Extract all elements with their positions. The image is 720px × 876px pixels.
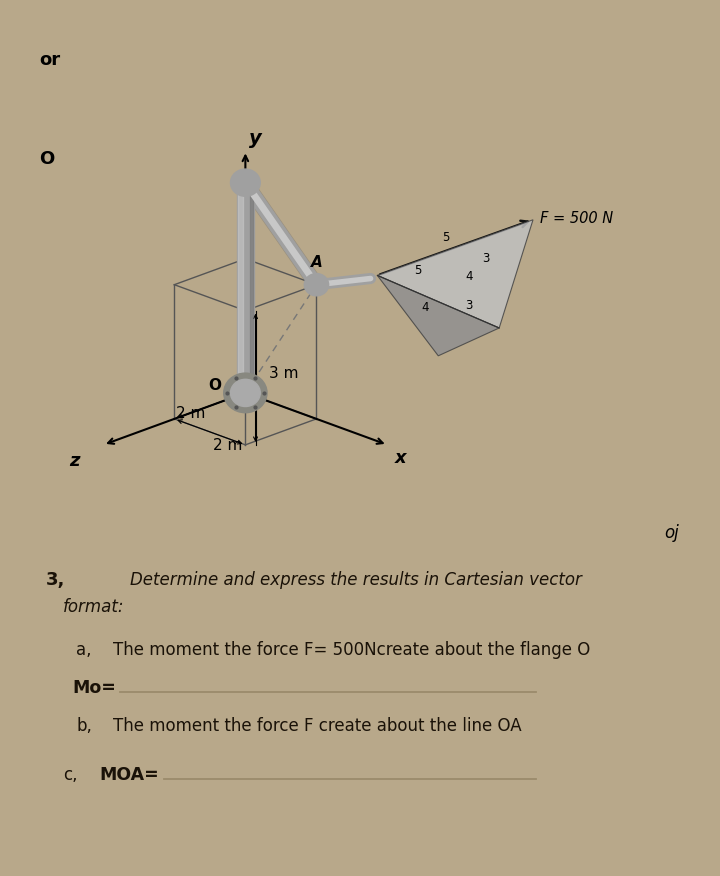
Text: 3 m: 3 m	[269, 366, 299, 381]
Text: Mo=: Mo=	[73, 679, 117, 697]
Text: 5: 5	[441, 231, 449, 244]
Text: O: O	[39, 150, 54, 168]
Circle shape	[224, 373, 267, 413]
Text: The moment the force F= 500Ncreate about the flange O: The moment the force F= 500Ncreate about…	[114, 641, 590, 660]
Text: y: y	[249, 130, 261, 148]
Text: or: or	[39, 51, 60, 69]
Polygon shape	[377, 220, 533, 328]
Circle shape	[230, 169, 260, 196]
Polygon shape	[377, 275, 499, 356]
Text: format:: format:	[63, 598, 124, 616]
Text: 2 m: 2 m	[213, 438, 243, 454]
Text: a,: a,	[76, 641, 91, 660]
Text: b,: b,	[76, 717, 92, 735]
Text: z: z	[69, 453, 80, 470]
Bar	[238, 183, 243, 374]
Text: oj: oj	[664, 524, 678, 542]
Text: A: A	[311, 256, 323, 271]
Circle shape	[230, 379, 260, 406]
Text: 3,: 3,	[46, 571, 65, 589]
Bar	[237, 183, 254, 374]
Text: 3: 3	[465, 300, 473, 313]
Text: c,: c,	[63, 766, 77, 784]
Text: 4: 4	[421, 301, 429, 314]
Text: 3: 3	[482, 251, 490, 265]
Bar	[250, 183, 253, 374]
Text: x: x	[395, 449, 406, 468]
Text: 4: 4	[465, 271, 473, 283]
Text: The moment the force F create about the line OA: The moment the force F create about the …	[114, 717, 522, 735]
Text: 5: 5	[415, 265, 422, 277]
Text: O: O	[208, 378, 221, 392]
Text: F = 500 N: F = 500 N	[540, 211, 613, 226]
Circle shape	[305, 273, 328, 296]
Text: MOA=: MOA=	[100, 766, 160, 784]
Text: 2 m: 2 m	[176, 406, 205, 421]
Text: Determine and express the results in Cartesian vector: Determine and express the results in Car…	[130, 571, 582, 589]
